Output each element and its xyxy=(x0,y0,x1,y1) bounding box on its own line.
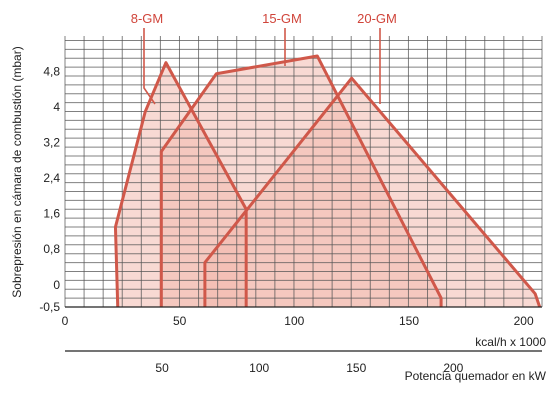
series-line-8-gm xyxy=(113,61,248,308)
x2-tick-label: 200 xyxy=(443,361,463,375)
x-tick-label: 150 xyxy=(399,314,419,328)
grid xyxy=(64,36,543,308)
y-axis-title: Sobrepresión en cámara de combustión (mb… xyxy=(10,46,24,297)
x2-tick-label: 100 xyxy=(249,361,269,375)
axes xyxy=(65,306,542,352)
y-tick-label: 4 xyxy=(53,100,60,114)
x-tick-label: 100 xyxy=(284,314,304,328)
series-areas xyxy=(115,55,540,308)
y-tick-label: 0,8 xyxy=(43,242,60,256)
x2-tick-label: 150 xyxy=(346,361,366,375)
area-20-gm xyxy=(204,78,540,307)
y-tick-label: -0,5 xyxy=(39,300,60,314)
x2-tick-labels: 50 100 150 200 xyxy=(155,361,463,375)
leader-line-8-gm xyxy=(143,28,156,105)
x2-tick-label: 50 xyxy=(155,361,169,375)
y-tick-label: 1,6 xyxy=(43,207,60,221)
y-tick-labels: -0,5 0 0,8 1,6 2,4 3,2 4 4,8 xyxy=(39,65,60,314)
series-line-20-gm xyxy=(203,76,542,308)
x-tick-label: 200 xyxy=(514,314,534,328)
y-tick-label: 4,8 xyxy=(43,65,60,79)
x-axis-title-kw: Potencia quemador en kW xyxy=(405,369,547,383)
y-tick-label: 2,4 xyxy=(43,171,60,185)
series-outlines xyxy=(113,54,542,308)
series-label-20-gm: 20-GM xyxy=(357,11,397,26)
y-tick-label: 0 xyxy=(53,278,60,292)
series-labels: 8-GM 15-GM 20-GM xyxy=(131,11,397,105)
series-label-15-gm: 15-GM xyxy=(262,11,302,26)
x-tick-labels: 0 50 100 150 200 xyxy=(62,314,534,328)
y-tick-label: 3,2 xyxy=(43,136,60,150)
series-label-8-gm: 8-GM xyxy=(131,11,164,26)
x-tick-label: 50 xyxy=(173,314,187,328)
x-tick-label: 0 xyxy=(62,314,69,328)
series-line-15-gm xyxy=(159,54,443,307)
x-axis-title-kcal: kcal/h x 1000 xyxy=(475,335,546,349)
